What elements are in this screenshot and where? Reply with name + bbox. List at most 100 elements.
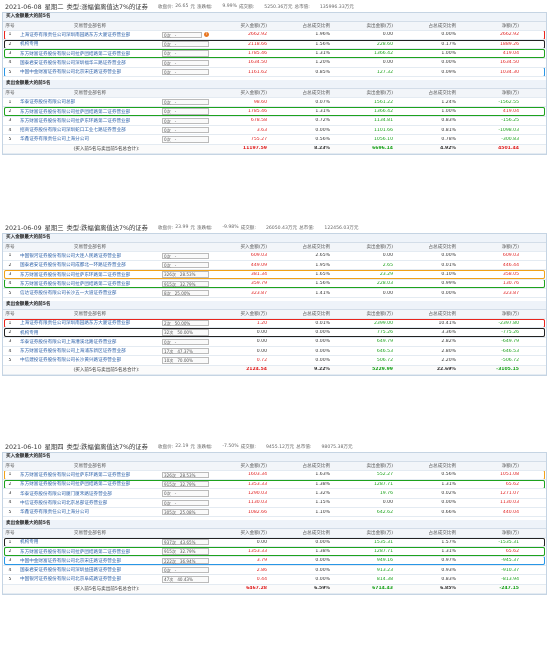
trade-count-cell: 326次 28.53% [161,271,210,278]
table-row[interactable]: 1 中国银河证券股份有限公司大连人民路证券营业部 0次 - 609.03 2.65% 0.0… [3,252,546,262]
question-icon[interactable]: ? [204,32,209,38]
buy-ratio: 1.41% [315,290,330,296]
department-name-link[interactable]: 华泰证券股份有限公司厦门厦禾路证券营业部 [20,491,112,497]
table-row[interactable]: 5 中国中金财富证券有限公司北京宋庄路证券营业部 0次 - 1161.62 0.85% 12… [3,67,546,78]
trade-count-box[interactable]: 0次 - [162,108,209,115]
trade-count-box[interactable]: 0次 - [162,31,202,39]
trade-count-box[interactable]: 47次 40.43% [162,576,209,583]
trade-count: 0次 [164,491,171,497]
trade-count-box[interactable]: 0次 - [162,68,209,76]
table-row[interactable]: 1 上海证券有限责任公司深圳南园路东方大厦证券营业部 2次 50.00% 1.20 0.0… [3,319,546,329]
trade-count-box[interactable]: 17次 47.37% [162,347,209,355]
department-name-link[interactable]: 中国银河证券股份有限公司大连人民路证券营业部 [20,253,122,259]
department-name-link[interactable]: 东方财富证券股份有限公司拉萨团结路第二证券营业部 [20,482,131,488]
department-name-link[interactable]: 东方财富证券股份有限公司拉萨团结路第二证券营业部 [20,109,131,115]
trade-count-box[interactable]: 326次 28.53% [162,471,209,479]
department-name-link[interactable]: 华泰证券股份有限公司总部 [20,100,76,106]
row-index: 5 [8,509,12,515]
trade-count-box[interactable]: 32次 50.00% [162,329,209,336]
table-row[interactable]: 3 东方财富证券股份有限公司拉萨东环路第二证券营业部 326次 28.53% 381.3… [3,270,546,280]
department-name-link[interactable]: 东方财富证券股份有限公司拉萨东环路第二证券营业部 [20,472,131,478]
trade-count-box[interactable]: 0次 - [162,59,209,67]
trade-count-box[interactable]: 305次 25.08% [162,508,209,516]
trade-count-box[interactable]: 222次 36.94% [162,557,209,565]
table-row[interactable]: 2 机构专用 32次 50.00% 0.00 0.00% 775.26 3.36% -775.2… [3,328,546,338]
table-row[interactable]: 3 东方财富证券股份有限公司拉萨团结路第二证券营业部 0次 - 1785.46 1.31%… [3,49,546,59]
table-row[interactable]: 1 东方财富证券股份有限公司拉萨东环路第二证券营业部 326次 28.53% 1603.… [3,470,546,481]
trade-count-box[interactable]: 0次 - [162,50,209,57]
trade-count-box[interactable]: 915次 32.79% [162,480,209,488]
department-name-link[interactable]: 中国中金财富证券有限公司北京宋庄路证券营业部 [20,558,122,564]
department-name-link[interactable]: 上海证券有限责任公司深圳南园路东方大厦证券营业部 [20,32,131,38]
table-row[interactable]: 1 机构专用 937次 43.65% 0.00 0.00% 1535.31 1.57% -153… [3,538,546,548]
trade-count-box[interactable]: 326次 28.53% [162,271,209,278]
table-row[interactable]: 3 华泰证券股份有限公司厦门厦禾路证券营业部 0次 - 1290.03 1.32% 19.7… [3,489,546,499]
buy-amount: 2662.92 [248,32,267,38]
department-name-link[interactable]: 华泰证券股份有限公司上海漕溪北路证券营业部 [20,339,117,345]
table-row[interactable]: 2 机构专用 0次 - 2118.66 1.56% 228.60 0.17% 1889.26 [3,40,546,50]
department-name-link[interactable]: 中国银河证券股份有限公司北京阜成路证券营业部 [20,577,122,583]
buy-amount: 0.00 [256,348,267,354]
table-row[interactable]: 5 信达证券股份有限公司长沙五一大道证券营业部 8次 25.00% 323.87 1.41… [3,289,546,299]
table-row[interactable]: 5 华鑫证券有限责任公司上海分公司 305次 25.08% 1082.66 1.10% 64… [3,508,546,518]
trade-count-box[interactable]: 0次 - [162,566,209,574]
table-row[interactable]: 2 东方财富证券股份有限公司拉萨团结路第二证券营业部 915次 32.79% 1353.… [3,547,546,557]
trade-count-box[interactable]: 10次 70.00% [162,357,209,364]
table-row[interactable]: 5 中信建投证券股份有限公司长沙黄兴路证券营业部 10次 70.00% 0.72 0.00… [3,356,546,366]
table-row[interactable]: 3 中国中金财富证券有限公司北京宋庄路证券营业部 222次 36.94% 3.79 0.0… [3,556,546,566]
table-row[interactable]: 3 华泰证券股份有限公司上海漕溪北路证券营业部 0次 - 0.00 0.00% 649.79… [3,338,546,347]
table-row[interactable]: 3 东方财富证券股份有限公司拉萨东环路第二证券营业部 0次 - 678.58 0.72% 1… [3,117,546,126]
table-row[interactable]: 1 上海证券有限责任公司深圳南园路东方大厦证券营业部 0次 -? 2662.92 1.96… [3,30,546,41]
department-name-link[interactable]: 国泰君安证券股份有限公司深圳益田路证券营业部 [20,568,122,574]
trade-count-box[interactable]: 0次 - [162,490,209,497]
table-row[interactable]: 4 东方财富证券股份有限公司上海浦东新区证券营业部 17次 47.37% 0.00 0.0… [3,347,546,357]
department-name-link[interactable]: 中信证券股份有限公司北京总部证券营业部 [20,500,108,506]
department-name-link[interactable]: 上海证券有限责任公司深圳南园路东方大厦证券营业部 [20,321,131,327]
trade-count-box[interactable]: 0次 - [162,338,209,346]
table-row[interactable]: 4 国泰君安证券股份有限公司深圳福华三路证券营业部 0次 - 1634.50 1.20% 0… [3,59,546,68]
department-name-link[interactable]: 招商证券股份有限公司深圳蛇口工业七路证券营业部 [20,128,126,134]
buy-ratio: 1.63% [315,472,330,478]
table-row[interactable]: 1 华泰证券股份有限公司总部 0次 - 98.60 0.07% 1561.22 1.24% -1… [3,98,546,108]
trade-count-box[interactable]: 0次 - [162,136,209,143]
buy-ratio: 2.65% [315,253,330,259]
trade-count-box[interactable]: 937次 43.65% [162,538,209,546]
table-row[interactable]: 4 中信证券股份有限公司北京总部证券营业部 0次 - 1130.03 1.15% 0.00 0… [3,499,546,508]
department-name-link[interactable]: 东方财富证券股份有限公司拉萨东环路第二证券营业部 [20,272,131,278]
trade-count-box[interactable]: 915次 32.79% [162,280,209,288]
department-name-link[interactable]: 华鑫证券有限责任公司上海分公司 [20,510,89,516]
trade-count-box[interactable]: 8次 25.00% [162,289,209,297]
trade-count-box[interactable]: 0次 - [162,252,209,260]
department-name-link[interactable]: 东方财富证券股份有限公司拉萨团结路第二证券营业部 [20,51,131,57]
table-row[interactable]: 5 中国银河证券股份有限公司北京阜成路证券营业部 47次 40.43% 0.44 0.00… [3,575,546,585]
department-name-link[interactable]: 国泰君安证券股份有限公司深圳福华三路证券营业部 [20,60,126,66]
department-name-link[interactable]: 中国中金财富证券有限公司北京宋庄路证券营业部 [20,70,122,76]
table-row[interactable]: 4 东方财富证券股份有限公司拉萨团结路第二证券营业部 915次 32.79% 359.7… [3,279,546,289]
trade-count-box[interactable]: 0次 - [162,117,209,125]
trade-count-box[interactable]: 0次 - [162,40,209,48]
trade-count-box[interactable]: 915次 32.79% [162,548,209,555]
trade-count-box[interactable]: 0次 - [162,98,209,106]
department-name-link[interactable]: 中信建投证券股份有限公司长沙黄兴路证券营业部 [20,358,122,364]
department-name-link[interactable]: 东方财富证券股份有限公司上海浦东新区证券营业部 [20,349,126,355]
table-row[interactable]: 2 东方财富证券股份有限公司拉萨团结路第二证券营业部 915次 32.79% 1353.… [3,480,546,490]
department-name-link[interactable]: 信达证券股份有限公司长沙五一大道证券营业部 [20,291,117,297]
department-name-link[interactable]: 华鑫证券有限责任公司上海分公司 [20,137,89,143]
table-row[interactable]: 2 东方财富证券股份有限公司拉萨团结路第二证券营业部 0次 - 1785.46 1.31%… [3,107,546,117]
department-name-link[interactable]: 机构专用 [20,42,39,48]
department-name-link[interactable]: 机构专用 [20,330,39,336]
department-name-link[interactable]: 东方财富证券股份有限公司拉萨东环路第二证券营业部 [20,118,131,124]
trade-count-box[interactable]: 0次 - [162,126,209,134]
trade-count-box[interactable]: 2次 50.00% [162,319,209,327]
table-row[interactable]: 5 华鑫证券有限责任公司上海分公司 0次 - 755.27 0.56% 1056.10 0.7… [3,135,546,145]
table-row[interactable]: 4 国泰君安证券股份有限公司深圳益田路证券营业部 0次 - 2.86 0.00% 913.2… [3,566,546,576]
buy-amount: 3.79 [256,558,267,564]
table-row[interactable]: 4 招商证券股份有限公司深圳蛇口工业七路证券营业部 0次 - 3.63 0.00% 1101… [3,126,546,136]
department-name-link[interactable]: 国泰君安证券股份有限公司成都北一环路证券营业部 [20,263,126,269]
department-name-link[interactable]: 东方财富证券股份有限公司拉萨团结路第二证券营业部 [20,281,131,287]
department-name-link[interactable]: 机构专用 [20,540,39,546]
department-name-link[interactable]: 东方财富证券股份有限公司拉萨团结路第二证券营业部 [20,549,131,555]
table-row[interactable]: 2 国泰君安证券股份有限公司成都北一环路证券营业部 0次 - 449.09 1.95% 2.… [3,261,546,271]
trade-count-box[interactable]: 0次 - [162,261,209,269]
trade-count-box[interactable]: 0次 - [162,499,209,507]
